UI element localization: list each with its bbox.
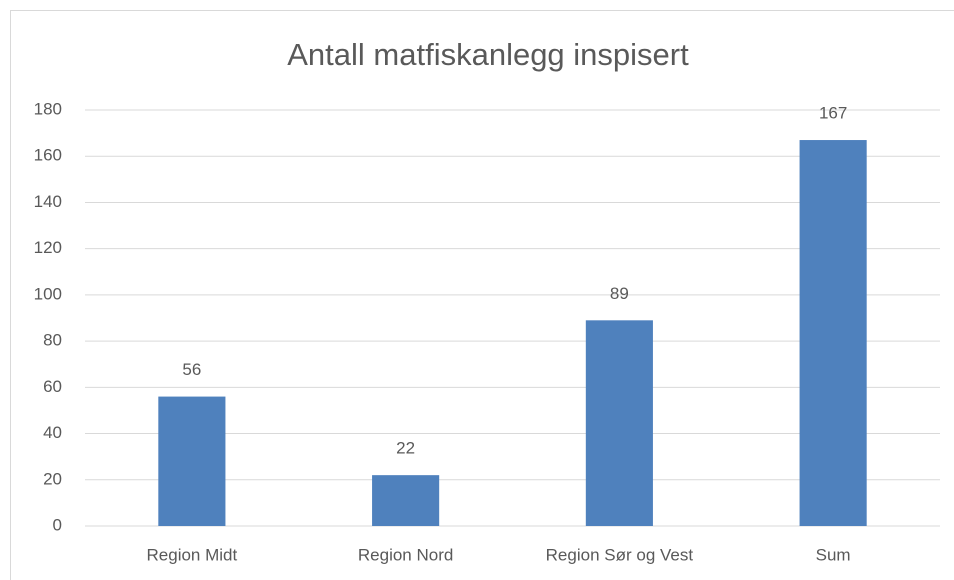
y-tick-label: 180	[34, 99, 62, 118]
y-tick-label: 100	[34, 284, 62, 303]
data-label: 167	[819, 104, 847, 123]
bar	[799, 140, 867, 527]
y-tick-label: 160	[34, 146, 62, 165]
y-tick-label: 140	[34, 192, 62, 211]
y-tick-label: 20	[43, 469, 62, 488]
y-tick-label: 40	[43, 423, 62, 442]
y-tick-label: 60	[43, 377, 62, 396]
x-tick-label: Region Nord	[358, 545, 453, 564]
data-label: 56	[182, 360, 201, 379]
x-tick-label: Region Midt	[147, 545, 238, 564]
x-tick-label: Region Sør og Vest	[546, 545, 694, 564]
x-tick-label: Sum	[816, 545, 851, 564]
y-tick-label: 80	[43, 331, 62, 350]
bar	[585, 320, 653, 526]
bar	[158, 396, 226, 526]
y-tick-label: 120	[34, 238, 62, 257]
data-label: 22	[396, 439, 415, 458]
chart-title: Antall matfiskanlegg inspisert	[287, 37, 689, 72]
bar	[372, 475, 440, 526]
y-tick-label: 0	[53, 515, 62, 534]
data-label: 89	[610, 284, 629, 303]
